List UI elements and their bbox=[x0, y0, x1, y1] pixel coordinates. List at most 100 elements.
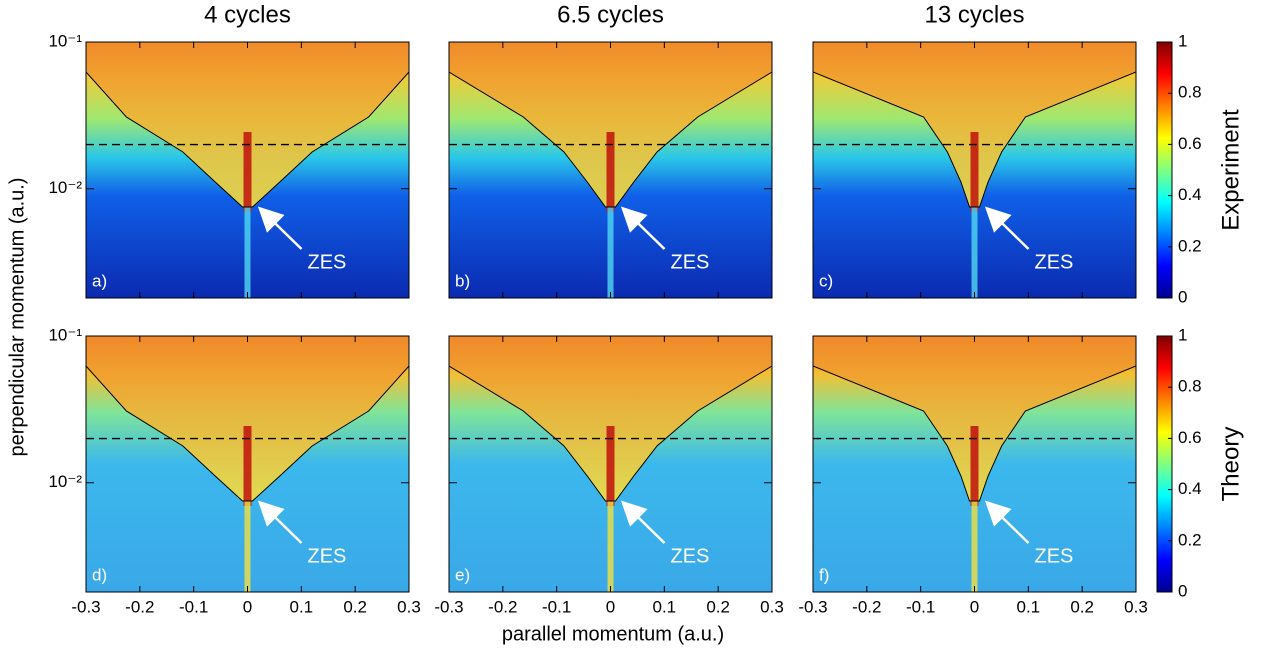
heatmap bbox=[449, 336, 772, 592]
y-tick-label: 10⁻² bbox=[48, 472, 82, 491]
colorbar-label: Theory bbox=[1217, 427, 1244, 502]
intensity-region bbox=[86, 42, 409, 207]
x-tick-label: 0 bbox=[606, 597, 615, 616]
panel: 13 cycles c) ZES 0 0.2 0.4 0.6 0.8 1 Experiment bbox=[812, 1, 1244, 306]
central-tail bbox=[607, 501, 614, 592]
central-stripe bbox=[243, 426, 252, 506]
colorbar-tick-label: 0.2 bbox=[1178, 236, 1202, 255]
panel: 10⁻¹ 10⁻² 4 cycles a) ZES bbox=[48, 1, 410, 299]
heatmap bbox=[813, 336, 1136, 592]
x-tick-label: -0.3 bbox=[434, 597, 463, 616]
annotation-arrow bbox=[620, 206, 666, 250]
annotation-arrow bbox=[984, 206, 1030, 250]
central-stripe bbox=[970, 426, 979, 506]
x-tick-label: -0.3 bbox=[71, 597, 100, 616]
x-tick-label: 0.1 bbox=[290, 597, 314, 616]
panel-label: b) bbox=[455, 271, 470, 290]
central-tail bbox=[607, 207, 614, 298]
panel: -0.3 -0.2 -0.1 0 0.1 0.2 0.3 f) ZES 0 0.2 0.4 0.6 0.8… bbox=[798, 325, 1244, 616]
central-tail bbox=[244, 501, 251, 592]
central-stripe bbox=[243, 132, 252, 212]
panel-title: 4 cycles bbox=[204, 1, 291, 28]
panel: 6.5 cycles b) ZES bbox=[448, 1, 773, 299]
contour bbox=[449, 365, 772, 502]
x-tick-label: -0.1 bbox=[906, 597, 935, 616]
x-axis-label: parallel momentum (a.u.) bbox=[502, 623, 724, 645]
contour bbox=[813, 71, 1136, 208]
x-tick-label: -0.2 bbox=[852, 597, 881, 616]
x-tick-label: 0.3 bbox=[397, 597, 421, 616]
annotation: ZES bbox=[1035, 251, 1074, 273]
annotation: ZES bbox=[308, 545, 347, 567]
heatmap bbox=[813, 42, 1136, 298]
y-tick-label: 10⁻² bbox=[48, 178, 82, 197]
colorbar-tick-label: 0.6 bbox=[1178, 428, 1202, 447]
contour bbox=[813, 365, 1136, 502]
colorbar-tick-label: 0.2 bbox=[1178, 530, 1202, 549]
annotation: ZES bbox=[671, 251, 710, 273]
heatmap bbox=[449, 42, 772, 298]
heatmap bbox=[86, 336, 409, 592]
panel-title: 13 cycles bbox=[924, 1, 1024, 28]
x-tick-label: -0.2 bbox=[125, 597, 154, 616]
x-tick-label: 0.2 bbox=[706, 597, 730, 616]
central-stripe bbox=[606, 132, 615, 212]
annotation: ZES bbox=[308, 251, 347, 273]
colorbar-tick-label: 0.4 bbox=[1178, 479, 1202, 498]
x-tick-label: -0.1 bbox=[179, 597, 208, 616]
y-tick-label: 10⁻¹ bbox=[48, 31, 82, 50]
intensity-region bbox=[86, 336, 409, 501]
panel-label: a) bbox=[92, 271, 107, 290]
panel-label: d) bbox=[92, 565, 107, 584]
annotation-arrow bbox=[257, 206, 303, 250]
x-tick-label: 0.1 bbox=[653, 597, 677, 616]
colorbar-tick-label: 0.8 bbox=[1178, 83, 1202, 102]
x-tick-label: -0.2 bbox=[488, 597, 517, 616]
annotation-arrow bbox=[984, 500, 1030, 544]
y-tick-label: 10⁻¹ bbox=[48, 325, 82, 344]
central-tail bbox=[244, 207, 251, 298]
colorbar-tick-label: 0 bbox=[1178, 287, 1187, 306]
x-tick-label: -0.1 bbox=[542, 597, 571, 616]
panel: -0.3 -0.2 -0.1 0 0.1 0.2 0.3 10⁻¹ 10⁻² d) ZES bbox=[48, 325, 420, 616]
intensity-region bbox=[449, 336, 772, 501]
annotation-arrow bbox=[620, 500, 666, 544]
x-tick-label: -0.3 bbox=[798, 597, 827, 616]
central-stripe bbox=[606, 426, 615, 506]
annotation: ZES bbox=[671, 545, 710, 567]
central-tail bbox=[971, 207, 978, 298]
contour bbox=[449, 71, 772, 208]
annotation: ZES bbox=[1035, 545, 1074, 567]
x-tick-label: 0.2 bbox=[343, 597, 367, 616]
contour bbox=[86, 365, 409, 502]
colorbar-tick-label: 0.8 bbox=[1178, 377, 1202, 396]
intensity-region bbox=[813, 42, 1136, 207]
central-stripe bbox=[970, 132, 979, 212]
heatmap bbox=[86, 42, 409, 298]
x-tick-label: 0 bbox=[243, 597, 252, 616]
x-tick-label: 0.3 bbox=[760, 597, 784, 616]
annotation-arrow bbox=[257, 500, 303, 544]
panel-label: e) bbox=[455, 565, 470, 584]
panel-title: 6.5 cycles bbox=[557, 1, 664, 28]
intensity-region bbox=[449, 42, 772, 207]
x-tick-label: 0.3 bbox=[1124, 597, 1148, 616]
x-tick-label: 0.1 bbox=[1017, 597, 1041, 616]
panel-label: f) bbox=[819, 565, 829, 584]
panel: -0.3 -0.2 -0.1 0 0.1 0.2 0.3 e) ZES bbox=[434, 335, 784, 616]
colorbar-tick-label: 1 bbox=[1178, 31, 1187, 50]
central-tail bbox=[971, 501, 978, 592]
contour bbox=[86, 71, 409, 208]
panel-label: c) bbox=[819, 271, 833, 290]
colorbar-tick-label: 0.4 bbox=[1178, 185, 1202, 204]
x-tick-label: 0 bbox=[970, 597, 979, 616]
colorbar-tick-label: 1 bbox=[1178, 325, 1187, 344]
colorbar bbox=[1156, 41, 1173, 299]
colorbar-tick-label: 0 bbox=[1178, 581, 1187, 600]
colorbar-tick-label: 0.6 bbox=[1178, 134, 1202, 153]
y-axis-label: perpendicular momentum (a.u.) bbox=[6, 177, 28, 456]
intensity-region bbox=[813, 336, 1136, 501]
colorbar bbox=[1156, 335, 1173, 593]
x-tick-label: 0.2 bbox=[1070, 597, 1094, 616]
